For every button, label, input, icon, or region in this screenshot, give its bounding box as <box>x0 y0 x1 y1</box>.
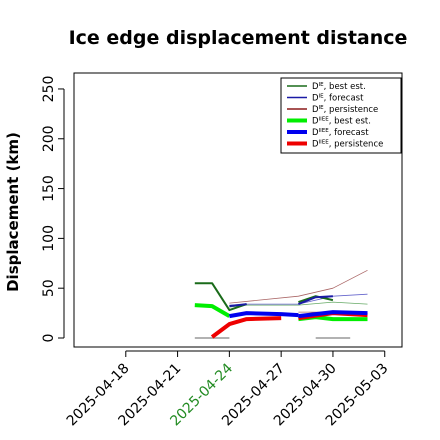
x-axis: 2025-04-182025-04-212025-04-242025-04-27… <box>64 350 392 429</box>
series-line-blue-thick-b <box>298 310 368 319</box>
legend-label: DIE, persistence <box>312 105 378 115</box>
legend-box <box>280 77 402 154</box>
legend-label: DIE, best est. <box>312 82 366 92</box>
series-line-green-thick-a <box>194 303 231 318</box>
legend-label: DIE, forecast <box>312 94 364 104</box>
series-line-dark-blue-a <box>229 303 247 308</box>
y-tick-label: 0 <box>41 334 57 343</box>
series-line-dark-green-a <box>194 282 247 312</box>
y-tick-label: 150 <box>41 175 57 202</box>
series-line-blue-thick-a <box>229 311 299 319</box>
legend-label: DIIEE, forecast <box>312 128 369 138</box>
y-tick-label: 250 <box>41 76 57 103</box>
y-axis: 0 50 100 150 200 250 <box>41 76 65 343</box>
series-line-thin-green-a <box>229 301 368 308</box>
chart-title: Ice edge displacement distance <box>69 27 408 49</box>
legend-label: DIIEE, best est. <box>312 117 371 127</box>
y-axis-label: Displacement (km) <box>4 132 22 292</box>
series-line-red-thick-a <box>210 316 282 339</box>
legend-label: DIIEE, persistence <box>312 140 383 150</box>
y-tick-label: 50 <box>41 279 57 297</box>
series-line-thin-red-a <box>229 269 368 304</box>
y-tick-label: 100 <box>41 225 57 252</box>
series-line-dark-blue-b <box>298 295 333 306</box>
y-tick-label: 200 <box>41 125 57 152</box>
plot-area <box>73 72 403 348</box>
series-layer <box>194 269 368 339</box>
